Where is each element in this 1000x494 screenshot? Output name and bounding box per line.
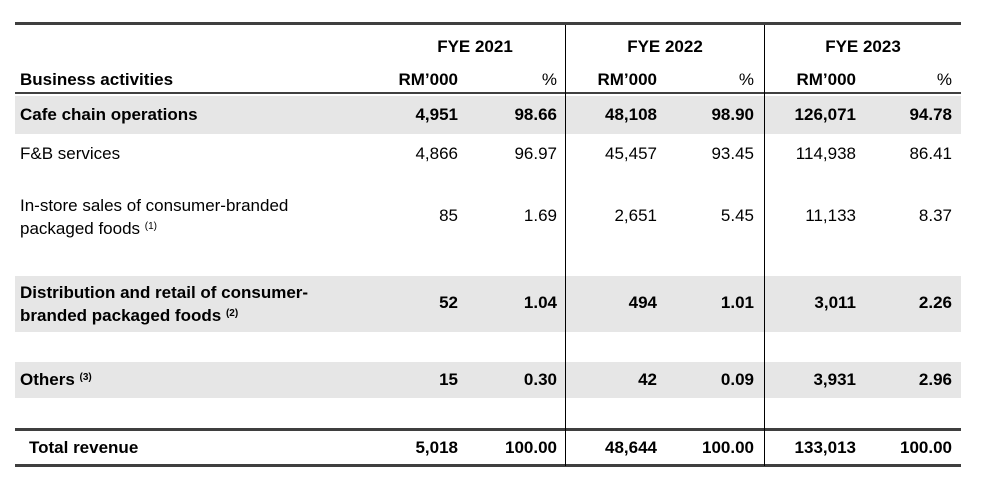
others-2021-pct: 0.30 bbox=[523, 370, 557, 389]
total-2023-rm: 133,013 bbox=[794, 438, 856, 457]
unit-header-2022: RM’000 bbox=[597, 70, 657, 89]
cafe-chain-2022-rm: 48,108 bbox=[605, 105, 657, 124]
band-cafe-chain bbox=[15, 96, 961, 134]
business-activities-header: Business activities bbox=[20, 70, 174, 89]
total-2022-pct: 100.00 bbox=[702, 438, 754, 457]
in-store-2022-rm: 2,651 bbox=[614, 206, 657, 225]
in-store-2023-rm: 11,133 bbox=[805, 206, 856, 225]
others-2022-pct: 0.09 bbox=[720, 370, 754, 389]
fnb-2021-pct: 96.97 bbox=[514, 144, 557, 163]
others-2023-rm: 3,931 bbox=[813, 370, 856, 389]
in-store-2021-rm: 85 bbox=[439, 206, 458, 225]
total-2022-rm: 48,644 bbox=[605, 438, 657, 457]
in-store-sales-label-text: packaged foods bbox=[20, 219, 141, 238]
row-label-cafe-chain: Cafe chain operations bbox=[20, 105, 198, 124]
cafe-chain-2023-pct: 94.78 bbox=[909, 105, 952, 124]
bottom-rule bbox=[15, 464, 961, 467]
total-2021-pct: 100.00 bbox=[505, 438, 557, 457]
total-top-rule bbox=[15, 428, 961, 431]
note-marker-2: (2) bbox=[225, 308, 239, 319]
year-header-2023: FYE 2023 bbox=[825, 37, 901, 56]
others-label-text: Others bbox=[20, 370, 75, 389]
total-2021-rm: 5,018 bbox=[415, 438, 458, 457]
row-label-others: Others (3) bbox=[20, 369, 92, 391]
fnb-2023-rm: 114,938 bbox=[795, 144, 856, 163]
separator-2022-2023 bbox=[764, 25, 765, 466]
row-label-in-store-sales-line1: In-store sales of consumer-branded bbox=[20, 196, 289, 215]
distribution-label-text: branded packaged foods bbox=[20, 306, 222, 325]
pct-header-2022: % bbox=[738, 70, 754, 89]
distribution-2021-rm: 52 bbox=[439, 293, 458, 312]
year-header-2021: FYE 2021 bbox=[437, 37, 513, 56]
in-store-2021-pct: 1.69 bbox=[523, 206, 557, 225]
fnb-2023-pct: 86.41 bbox=[909, 144, 952, 163]
cafe-chain-2021-rm: 4,951 bbox=[415, 105, 458, 124]
cafe-chain-2021-pct: 98.66 bbox=[514, 105, 557, 124]
row-label-total-revenue: Total revenue bbox=[29, 438, 139, 457]
pct-header-2021: % bbox=[541, 70, 557, 89]
unit-header-2021: RM’000 bbox=[398, 70, 458, 89]
top-rule bbox=[15, 22, 961, 25]
others-2022-rm: 42 bbox=[638, 370, 657, 389]
distribution-2022-rm: 494 bbox=[628, 293, 657, 312]
row-label-distribution-line1: Distribution and retail of consumer- bbox=[20, 283, 309, 302]
cafe-chain-2022-pct: 98.90 bbox=[711, 105, 754, 124]
distribution-2022-pct: 1.01 bbox=[720, 293, 754, 312]
in-store-2022-pct: 5.45 bbox=[720, 206, 754, 225]
total-2023-pct: 100.00 bbox=[900, 438, 952, 457]
row-label-in-store-sales-line2: packaged foods (1) bbox=[20, 218, 157, 240]
note-marker-3: (3) bbox=[79, 372, 92, 383]
fnb-2022-pct: 93.45 bbox=[711, 144, 754, 163]
note-marker-1: (1) bbox=[144, 221, 158, 232]
unit-header-2023: RM’000 bbox=[796, 70, 856, 89]
others-2021-rm: 15 bbox=[439, 370, 458, 389]
year-header-2022: FYE 2022 bbox=[627, 37, 703, 56]
in-store-2023-pct: 8.37 bbox=[918, 206, 952, 225]
cafe-chain-2023-rm: 126,071 bbox=[794, 105, 856, 124]
distribution-2023-pct: 2.26 bbox=[918, 293, 952, 312]
band-distribution bbox=[15, 276, 961, 332]
fnb-2022-rm: 45,457 bbox=[605, 144, 657, 163]
row-label-distribution-line2: branded packaged foods (2) bbox=[20, 305, 238, 327]
header-rule bbox=[15, 92, 961, 94]
band-others bbox=[15, 362, 961, 398]
pct-header-2023: % bbox=[936, 70, 952, 89]
distribution-2023-rm: 3,011 bbox=[814, 293, 856, 312]
fnb-2021-rm: 4,866 bbox=[415, 144, 458, 163]
others-2023-pct: 2.96 bbox=[918, 370, 952, 389]
separator-2021-2022 bbox=[565, 25, 566, 466]
distribution-2021-pct: 1.04 bbox=[523, 293, 557, 312]
row-label-fnb-services: F&B services bbox=[20, 144, 121, 163]
